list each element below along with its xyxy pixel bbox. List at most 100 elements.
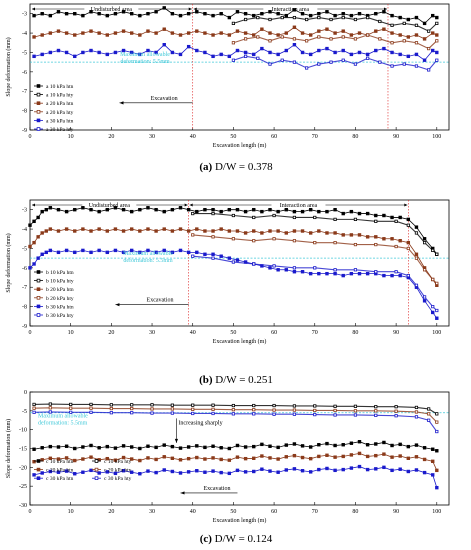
y-axis-label: Slope deformation (mm) xyxy=(5,37,12,96)
data-point xyxy=(170,250,175,255)
data-point xyxy=(48,227,53,231)
x-tick-label: 40 xyxy=(190,134,196,140)
data-point xyxy=(427,418,431,422)
x-tick-label: 10 xyxy=(68,134,74,140)
data-point xyxy=(36,215,40,220)
data-point xyxy=(48,402,52,406)
data-point xyxy=(260,454,264,458)
x-tick-label: 30 xyxy=(149,134,155,140)
data-point xyxy=(154,445,158,450)
data-point xyxy=(308,52,313,57)
data-point xyxy=(154,250,158,255)
data-point xyxy=(203,457,207,461)
data-point xyxy=(390,41,394,45)
series-a-10-kpa-hty xyxy=(231,15,439,33)
data-point xyxy=(382,273,386,278)
panel-caption-letter: (a) xyxy=(199,161,215,173)
legend-entry: c 10 kPa hty xyxy=(104,459,132,465)
data-point xyxy=(333,443,337,448)
data-point xyxy=(138,229,142,233)
data-point xyxy=(414,283,419,287)
data-point xyxy=(341,11,345,16)
data-point xyxy=(341,443,345,447)
data-point xyxy=(178,33,183,37)
data-point xyxy=(211,229,215,233)
data-point xyxy=(89,29,93,33)
data-point xyxy=(435,252,439,256)
data-point xyxy=(382,27,386,31)
data-point xyxy=(341,273,345,278)
data-point xyxy=(186,456,191,461)
y-tick-label: -6 xyxy=(22,266,27,272)
data-point xyxy=(36,256,40,260)
legend-entry: c 10 kPa htn xyxy=(46,459,74,465)
data-point xyxy=(129,227,134,231)
data-point xyxy=(44,207,48,212)
data-point xyxy=(422,295,427,299)
x-axis-label: Excavation length (m) xyxy=(213,517,267,524)
data-point xyxy=(341,48,345,53)
data-point xyxy=(357,31,362,35)
data-point xyxy=(64,31,69,35)
data-point xyxy=(162,248,166,253)
data-point xyxy=(317,229,321,233)
data-point xyxy=(341,29,345,33)
data-point xyxy=(272,237,276,241)
series-a-30-kpa-hty xyxy=(231,54,439,72)
arrow-head xyxy=(404,203,408,207)
data-point xyxy=(272,264,276,268)
data-point xyxy=(292,453,297,458)
data-point xyxy=(195,455,199,460)
data-point xyxy=(357,464,362,469)
label-background xyxy=(82,201,137,208)
data-point xyxy=(97,446,101,450)
legend-marker xyxy=(36,287,41,291)
data-point xyxy=(349,209,354,214)
x-tick-label: 20 xyxy=(108,330,114,336)
data-point xyxy=(211,207,215,212)
data-point xyxy=(64,50,69,55)
data-point xyxy=(211,411,215,416)
data-point xyxy=(32,473,36,477)
data-point xyxy=(292,412,297,416)
series-a-20-kpa-hty xyxy=(231,33,439,51)
data-point xyxy=(349,13,354,18)
data-point xyxy=(203,445,207,450)
data-point xyxy=(284,207,288,212)
data-point xyxy=(73,250,77,255)
arrow-head xyxy=(193,7,197,11)
data-point xyxy=(219,254,223,258)
data-point xyxy=(170,407,174,411)
data-point xyxy=(333,271,337,276)
x-tick-label: 100 xyxy=(432,134,441,140)
panel-caption-letter: (c) xyxy=(200,533,215,545)
data-point xyxy=(406,273,410,278)
data-point xyxy=(349,33,354,37)
x-tick-label: 0 xyxy=(29,330,32,336)
data-point xyxy=(378,19,382,24)
legend-entry: c 30 kPa hty xyxy=(104,476,132,482)
series-c-10-kpa-hty xyxy=(32,402,439,416)
data-point xyxy=(121,207,126,212)
data-point xyxy=(435,50,439,55)
chart-panel-2: 0 10 20 30 40 50 60 70 80 90 100 -3 -4 -5 -6 -7 -8 -9 Exca… xyxy=(5,199,450,386)
data-point xyxy=(113,11,118,16)
legend-marker xyxy=(36,92,41,97)
data-point xyxy=(150,403,154,407)
data-point xyxy=(431,31,435,35)
data-point xyxy=(81,227,85,231)
increasing-arrow-head xyxy=(174,438,179,443)
data-point xyxy=(300,50,305,55)
data-point xyxy=(219,446,223,450)
data-point xyxy=(414,468,419,472)
data-point xyxy=(235,455,240,459)
panel-caption: (a) D/W = 0.378 xyxy=(199,161,273,173)
data-point xyxy=(329,17,333,22)
data-point xyxy=(398,239,402,243)
data-point xyxy=(422,241,427,245)
data-point xyxy=(235,48,240,53)
legend-entry: b 30 kPa hty xyxy=(46,313,74,319)
data-point xyxy=(73,54,77,59)
data-point xyxy=(211,403,215,407)
legend-marker xyxy=(36,270,41,274)
